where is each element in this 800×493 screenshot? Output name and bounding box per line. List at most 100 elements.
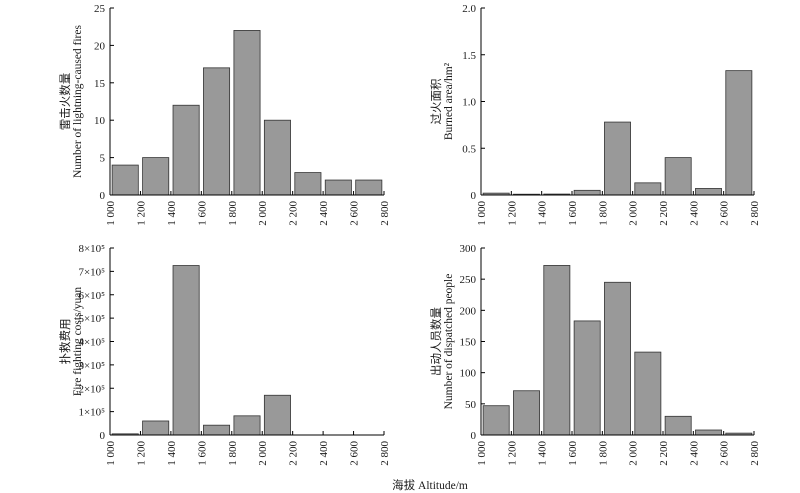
x-tick-label-people: 1 000 xyxy=(476,441,488,466)
x-tick-label-fires: 1 000 xyxy=(105,201,117,226)
x-tick-label-burned-area: 1 200 xyxy=(506,201,518,226)
y-tick-label-fires: 5 xyxy=(100,153,106,165)
y-label-en-costs: Fire fighting costs/yuan xyxy=(72,287,84,396)
x-tick-label-costs: 1 000 xyxy=(105,441,117,466)
y-tick-label-costs: 0 xyxy=(100,430,106,442)
x-tick-label-fires: 2 000 xyxy=(257,201,269,226)
y-tick-label-fires: 10 xyxy=(94,115,106,127)
bar-costs-1600-1800 xyxy=(203,424,231,436)
x-tick-label-fires: 2 200 xyxy=(288,201,300,226)
bar-people-1600-1800 xyxy=(573,320,601,436)
y-tick-label-costs: 4×10⁵ xyxy=(78,337,105,349)
x-tick-label-burned-area: 2 200 xyxy=(658,201,670,226)
x-tick-label-people: 1 800 xyxy=(597,441,609,466)
bar-people-2200-2400 xyxy=(664,415,692,436)
bar-people-1000-1200 xyxy=(482,405,510,436)
y-tick-label-burned-area: 0 xyxy=(471,190,477,202)
bar-burned-area-2000-2200 xyxy=(634,182,662,196)
y-tick-label-costs: 8×10⁵ xyxy=(78,243,105,255)
x-tick-label-burned-area: 2 800 xyxy=(749,201,761,226)
y-tick-label-fires: 15 xyxy=(94,78,106,90)
y-tick-label-people: 100 xyxy=(460,368,477,380)
x-tick-label-costs: 1 400 xyxy=(166,441,178,466)
x-tick-label-burned-area: 1 600 xyxy=(567,201,579,226)
bar-burned-area-1600-1800 xyxy=(573,189,601,196)
bar-fires-1000-1200 xyxy=(111,164,139,196)
y-tick-label-burned-area: 1.0 xyxy=(462,97,476,109)
bar-fires-1200-1400 xyxy=(142,157,170,196)
bar-burned-area-2400-2600 xyxy=(695,188,722,196)
y-label-en-people: Number of dispatched people xyxy=(443,274,455,410)
y-label-cn-fires: 雷击火数量 xyxy=(58,73,72,131)
chart-panel-burned-area: 0 0.5 1.0 1.5 2.0 1 000 1 200 1 400 1 600 1 800 2 … xyxy=(430,3,761,226)
y-tick-label-burned-area: 1.5 xyxy=(462,50,476,62)
x-tick-label-people: 2 000 xyxy=(628,441,640,466)
y-tick-label-costs: 1×10⁵ xyxy=(78,407,105,419)
x-tick-label-burned-area: 2 000 xyxy=(628,201,640,226)
x-tick-label-burned-area: 2 600 xyxy=(719,201,731,226)
bar-fires-1800-2000 xyxy=(233,30,261,196)
x-tick-label-fires: 1 400 xyxy=(166,201,178,226)
y-label-en-fires: Number of lightning-caused fires xyxy=(72,24,84,177)
x-tick-label-burned-area: 2 400 xyxy=(688,201,700,226)
x-tick-label-costs: 2 800 xyxy=(379,441,391,466)
x-tick-label-costs: 2 400 xyxy=(318,441,330,466)
bar-costs-1800-2000 xyxy=(233,415,261,436)
y-tick-label-costs: 5×10⁵ xyxy=(78,313,105,325)
y-label-cn-people: 出动人员数量 xyxy=(429,307,443,376)
y-tick-label-people: 0 xyxy=(471,430,477,442)
x-tick-label-fires: 1 800 xyxy=(227,201,239,226)
x-tick-label-people: 2 400 xyxy=(688,441,700,466)
x-tick-label-costs: 1 600 xyxy=(196,441,208,466)
y-label-cn-burned-area: 过火面积 xyxy=(430,78,443,124)
y-tick-label-costs: 3×10⁵ xyxy=(78,360,105,372)
bar-fires-1400-1600 xyxy=(172,104,200,196)
bar-fires-2000-2200 xyxy=(263,119,291,196)
bar-burned-area-2200-2400 xyxy=(664,157,692,196)
x-tick-label-burned-area: 1 400 xyxy=(537,201,549,226)
bar-people-1200-1400 xyxy=(513,390,540,436)
y-label-en-burned-area: Burned area/hm² xyxy=(443,62,455,140)
bar-costs-1200-1400 xyxy=(142,420,170,436)
y-tick-label-people: 300 xyxy=(460,243,477,255)
chart-panel-fires: 0 5 10 15 20 25 1 000 1 200 1 400 1 600 1 800 2 000… xyxy=(58,3,391,226)
bar-people-1400-1600 xyxy=(543,265,571,436)
bar-people-2400-2600 xyxy=(695,429,722,436)
x-tick-label-burned-area: 1 000 xyxy=(476,201,488,226)
bar-fires-1600-1800 xyxy=(203,67,231,196)
y-tick-label-costs: 2×10⁵ xyxy=(78,383,105,395)
x-tick-label-fires: 2 400 xyxy=(318,201,330,226)
y-tick-label-fires: 25 xyxy=(94,3,106,15)
x-tick-label-people: 2 800 xyxy=(749,441,761,466)
x-tick-label-fires: 2 600 xyxy=(349,201,361,226)
y-tick-label-costs: 6×10⁵ xyxy=(78,290,105,302)
y-tick-label-burned-area: 0.5 xyxy=(462,143,476,155)
x-tick-label-people: 1 600 xyxy=(567,441,579,466)
bar-costs-2000-2200 xyxy=(263,394,291,436)
x-tick-label-costs: 2 200 xyxy=(288,441,300,466)
chart-panel-costs: 0 1×10⁵ 2×10⁵ 3×10⁵ 4×10⁵ 5×10⁵ 6×10⁵ 7×10⁵ 8×10… xyxy=(58,243,391,466)
x-tick-label-costs: 2 600 xyxy=(349,441,361,466)
y-tick-label-fires: 0 xyxy=(100,190,106,202)
x-tick-label-people: 1 200 xyxy=(506,441,518,466)
x-tick-label-costs: 2 000 xyxy=(257,441,269,466)
bar-fires-2600-2800 xyxy=(355,179,383,196)
bar-fires-2400-2600 xyxy=(324,179,352,196)
bar-fires-2200-2400 xyxy=(294,172,322,196)
bar-people-2000-2200 xyxy=(634,351,662,436)
x-tick-label-people: 2 200 xyxy=(658,441,670,466)
x-tick-label-fires: 1 200 xyxy=(135,201,147,226)
x-tick-label-people: 2 600 xyxy=(719,441,731,466)
bar-burned-area-1800-2000 xyxy=(604,121,631,196)
x-tick-label-costs: 1 200 xyxy=(135,441,147,466)
x-tick-label-fires: 1 600 xyxy=(196,201,208,226)
figure-xlabel: 海拔 Altitude/m xyxy=(392,478,468,492)
y-tick-label-costs: 7×10⁵ xyxy=(78,266,105,278)
y-tick-label-people: 150 xyxy=(460,337,477,349)
y-tick-label-people: 50 xyxy=(465,399,477,411)
x-tick-label-people: 1 400 xyxy=(537,441,549,466)
chart-panel-people: 0 50 100 150 200 250 300 1 000 1 200 1 400 1 600 1 … xyxy=(429,243,761,466)
y-tick-label-people: 200 xyxy=(460,305,477,317)
bar-burned-area-2600-2800 xyxy=(725,70,753,196)
